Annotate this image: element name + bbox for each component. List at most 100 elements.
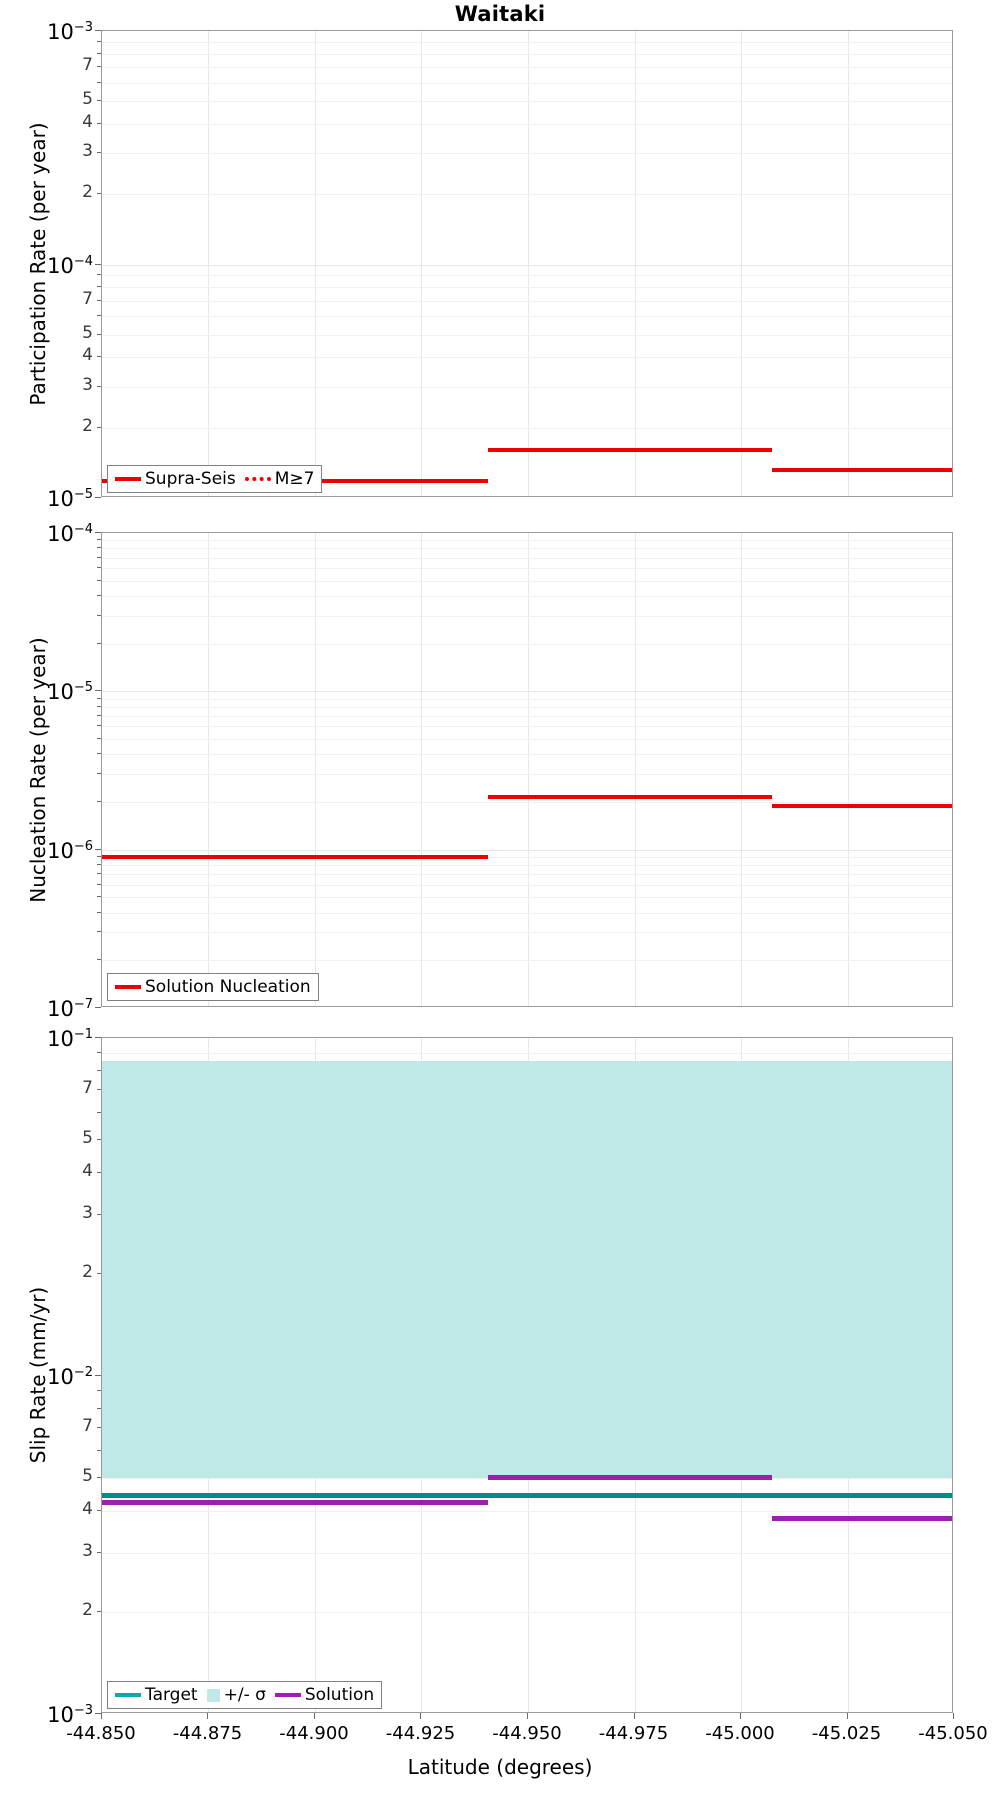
legend-nucleation[interactable]: Solution Nucleation bbox=[107, 973, 319, 1001]
y-tick-major: 10−4 bbox=[47, 522, 93, 546]
y-tickmark bbox=[97, 286, 101, 287]
y-tickmark bbox=[97, 1611, 101, 1612]
legend-item-supra-seis[interactable]: Supra-Seis bbox=[115, 469, 236, 489]
y-tickmark bbox=[97, 856, 101, 857]
gridline-minor bbox=[102, 754, 952, 755]
x-tickmark bbox=[953, 1713, 954, 1719]
legend-participation[interactable]: Supra-Seis M≥7 bbox=[107, 465, 323, 493]
x-tick-label: -44.950 bbox=[492, 1723, 562, 1744]
gridline-vertical bbox=[315, 533, 316, 1006]
gridline-minor bbox=[102, 739, 952, 740]
x-tick-label: -45.000 bbox=[705, 1723, 775, 1744]
legend-item-solution-nucleation[interactable]: Solution Nucleation bbox=[115, 977, 311, 997]
gridline-minor bbox=[102, 699, 952, 700]
y-tick-minor: 7 bbox=[82, 55, 93, 76]
legend-swatch-solid-icon bbox=[115, 985, 141, 989]
legend-item--[interactable]: +/- σ bbox=[206, 1685, 266, 1705]
figure-title: Waitaki bbox=[454, 2, 546, 26]
gridline-minor bbox=[102, 802, 952, 803]
gridline-minor bbox=[102, 124, 952, 125]
gridline-minor bbox=[102, 932, 952, 933]
gridline-minor bbox=[102, 960, 952, 961]
y-tick-minor: 5 bbox=[82, 1465, 93, 1486]
axis-label-y-participation: Participation Rate (per year) bbox=[26, 121, 50, 406]
y-tickmark bbox=[95, 30, 101, 31]
legend-sliprate[interactable]: Target +/- σ Solution bbox=[107, 1681, 383, 1709]
y-tickmark bbox=[97, 1427, 101, 1428]
y-tickmark bbox=[95, 1037, 101, 1038]
y-tickmark bbox=[97, 801, 101, 802]
gridline-vertical bbox=[848, 31, 849, 496]
gridline-minor bbox=[102, 885, 952, 886]
legend-item-target[interactable]: Target bbox=[115, 1685, 198, 1705]
y-tickmark bbox=[97, 41, 101, 42]
gridline-vertical bbox=[421, 31, 422, 496]
gridline-decade bbox=[102, 691, 952, 692]
y-tickmark bbox=[97, 715, 101, 716]
y-tickmark bbox=[97, 873, 101, 874]
axis-label-x: Latitude (degrees) bbox=[407, 1755, 593, 1779]
gridline-minor bbox=[102, 101, 952, 102]
gridline-minor bbox=[102, 194, 952, 195]
gridline-minor bbox=[102, 275, 952, 276]
y-tickmark bbox=[95, 1713, 101, 1714]
y-tickmark bbox=[97, 959, 101, 960]
gridline-minor bbox=[102, 716, 952, 717]
y-tick-major: 10−4 bbox=[47, 253, 93, 278]
y-tick-minor: 5 bbox=[82, 1127, 93, 1148]
y-tickmark bbox=[97, 66, 101, 67]
y-tickmark bbox=[95, 1007, 101, 1008]
series-segment-m-7 bbox=[487, 448, 772, 453]
y-tickmark bbox=[97, 615, 101, 616]
gridline-minor bbox=[102, 67, 952, 68]
legend-label: +/- σ bbox=[223, 1685, 266, 1705]
legend-swatch-dotted-icon bbox=[244, 477, 271, 481]
gridline-decade bbox=[102, 850, 952, 851]
y-tick-minor: 3 bbox=[82, 1202, 93, 1223]
x-tickmark bbox=[314, 1713, 315, 1719]
series-segment-solution-nucleation bbox=[771, 803, 952, 808]
x-tickmark bbox=[420, 1713, 421, 1719]
y-tickmark bbox=[97, 864, 101, 865]
y-tickmark bbox=[97, 1510, 101, 1511]
gridline-vertical bbox=[421, 533, 422, 1006]
y-tick-minor: 7 bbox=[82, 1416, 93, 1437]
x-tick-label: -44.925 bbox=[385, 1723, 456, 1744]
gridline-vertical bbox=[848, 533, 849, 1006]
x-tick-label: -45.025 bbox=[811, 1723, 882, 1744]
legend-swatch-solid-icon bbox=[115, 1693, 141, 1697]
legend-label: M≥7 bbox=[274, 469, 315, 489]
gridline-minor bbox=[102, 558, 952, 559]
y-tickmark bbox=[95, 264, 101, 265]
y-tickmark bbox=[97, 912, 101, 913]
y-tickmark bbox=[97, 1477, 101, 1478]
gridline-vertical bbox=[528, 31, 529, 496]
gridline-minor bbox=[102, 357, 952, 358]
y-tickmark bbox=[97, 1450, 101, 1451]
gridline-minor bbox=[102, 596, 952, 597]
plot-panel-participation bbox=[101, 30, 953, 497]
y-tickmark bbox=[97, 896, 101, 897]
x-tick-label: -44.875 bbox=[172, 1723, 243, 1744]
y-tickmark bbox=[97, 1552, 101, 1553]
y-tick-major: 10−6 bbox=[47, 838, 93, 863]
y-tick-major: 10−5 bbox=[47, 680, 93, 705]
gridline-vertical bbox=[315, 31, 316, 496]
gridline-decade bbox=[102, 265, 952, 266]
y-tick-major: 10−7 bbox=[47, 997, 93, 1021]
axis-label-y-sliprate: Slip Rate (mm/yr) bbox=[26, 1286, 50, 1464]
y-tickmark bbox=[97, 595, 101, 596]
y-tickmark bbox=[95, 690, 101, 691]
gridline-vertical bbox=[528, 533, 529, 1006]
y-tick-minor: 3 bbox=[82, 1540, 93, 1561]
legend-label: Supra-Seis bbox=[145, 469, 236, 489]
x-tickmark bbox=[634, 1713, 635, 1719]
legend-item-m-7[interactable]: M≥7 bbox=[244, 469, 315, 489]
legend-item-solution[interactable]: Solution bbox=[274, 1685, 374, 1705]
y-tickmark bbox=[95, 497, 101, 498]
legend-swatch-solid-icon bbox=[274, 1693, 301, 1697]
x-tick-label: -45.050 bbox=[918, 1723, 988, 1744]
plot-area-nucleation bbox=[102, 533, 952, 1006]
gridline-vertical bbox=[741, 31, 742, 496]
